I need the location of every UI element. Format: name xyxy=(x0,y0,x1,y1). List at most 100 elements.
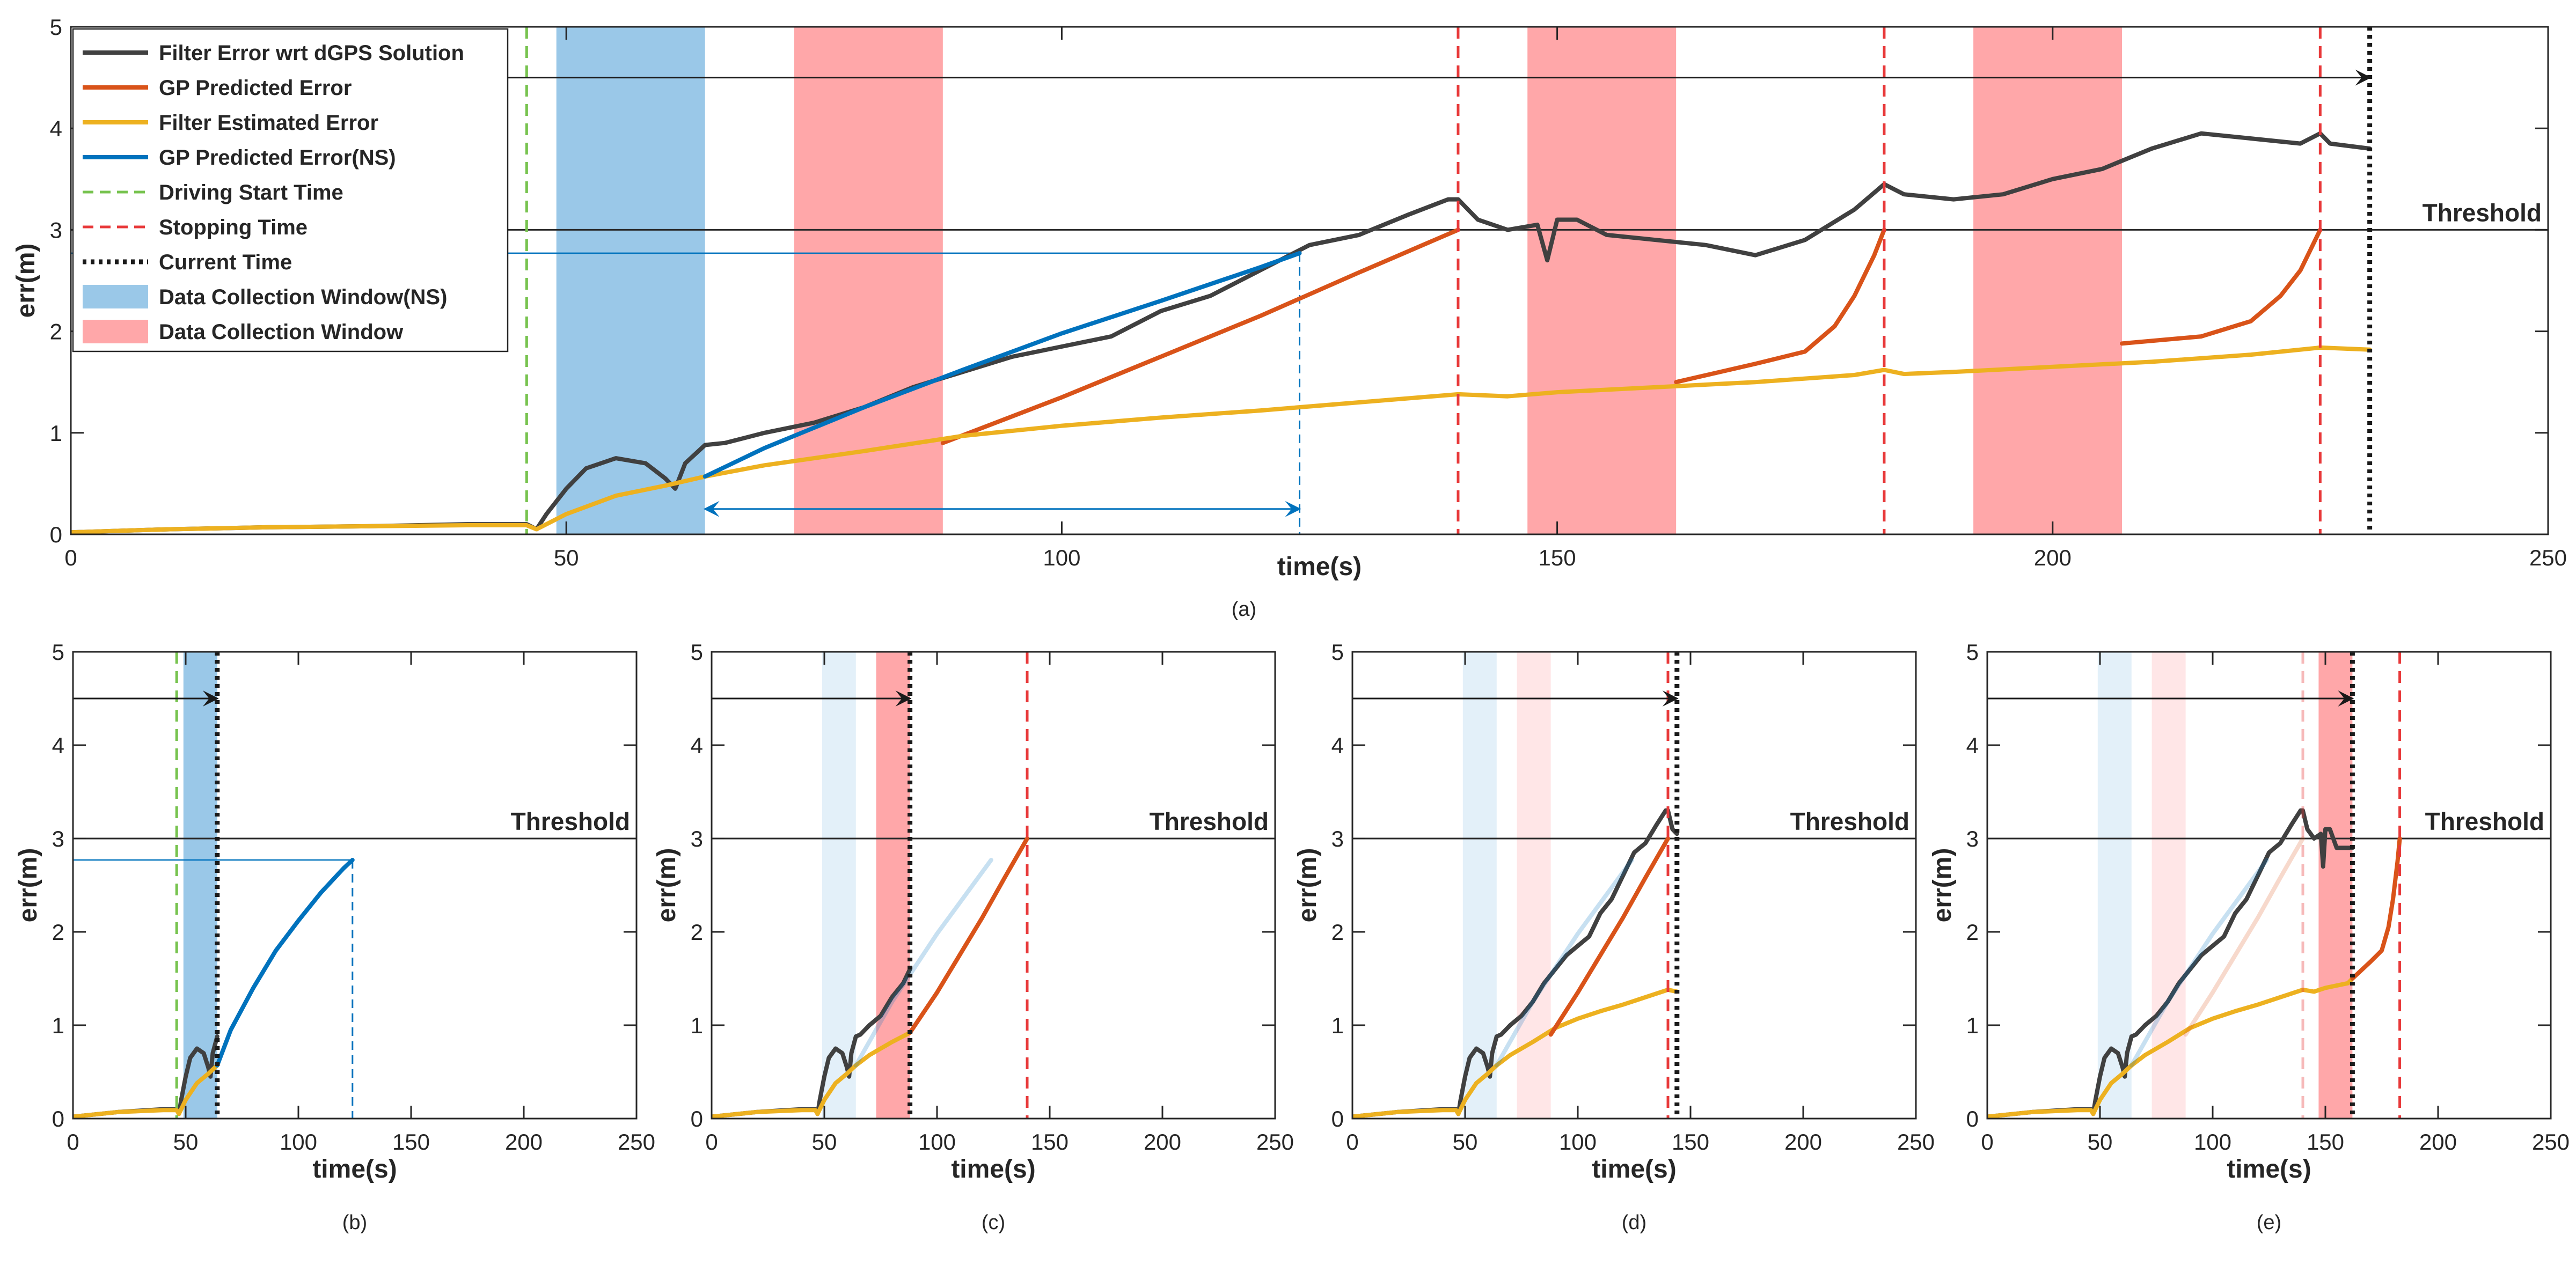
legend-swatch xyxy=(83,285,148,308)
x-axis-label: time(s) xyxy=(951,1155,1035,1183)
legend-swatch xyxy=(83,320,148,343)
series-line-gp-predicted-error xyxy=(2120,227,2323,346)
plot-area xyxy=(712,652,1275,1119)
plot-area xyxy=(1352,652,1916,1119)
x-tick-label: 50 xyxy=(554,545,579,570)
y-tick-label: 3 xyxy=(691,826,703,851)
series-line-gp-predicted-error-ns xyxy=(853,858,993,1068)
x-tick-label: 0 xyxy=(1346,1129,1358,1155)
panel-label: (c) xyxy=(982,1211,1005,1234)
x-tick-label: 0 xyxy=(1981,1129,1993,1155)
legend-entry-label: Data Collection Window xyxy=(159,320,404,344)
collection-window-ns xyxy=(556,27,705,534)
x-tick-label: 50 xyxy=(812,1129,837,1155)
y-tick-label: 2 xyxy=(1966,920,1979,945)
x-tick-label: 150 xyxy=(1672,1129,1709,1155)
x-axis-label: time(s) xyxy=(312,1155,397,1183)
x-tick-label: 150 xyxy=(1031,1129,1069,1155)
series-line-filter-error-wrt-dgps-solution xyxy=(1352,808,1679,1119)
axes-box xyxy=(72,651,638,1120)
y-tick-label: 1 xyxy=(50,421,62,446)
x-tick-label: 0 xyxy=(67,1129,79,1155)
series-line-filter-estimated-error xyxy=(1352,987,1679,1119)
collection-window-ns xyxy=(183,652,217,1119)
series-line-gp-predicted-error xyxy=(940,227,1460,445)
x-tick-label: 250 xyxy=(1897,1129,1935,1155)
y-axis-label: err(m) xyxy=(653,848,681,923)
chart-panel-d: 0 50 100 150 200 250 0 1 2 3 4 5 time(s) err(m) Thresh… xyxy=(1293,639,1935,1234)
x-axis-label: time(s) xyxy=(2227,1155,2311,1183)
chart-panel-b: 0 50 100 150 200 250 0 1 2 3 4 5 time(s) err(m) Thresh… xyxy=(14,639,655,1234)
x-tick-label: 0 xyxy=(705,1129,718,1155)
axes-box xyxy=(711,651,1276,1120)
y-axis-label: err(m) xyxy=(14,848,42,923)
y-tick-label: 0 xyxy=(1331,1106,1344,1131)
y-tick-label: 5 xyxy=(1331,639,1344,665)
x-tick-label: 150 xyxy=(392,1129,430,1155)
x-axis-label: time(s) xyxy=(1592,1155,1676,1183)
threshold-label: Threshold xyxy=(1150,807,1269,835)
y-tick-label: 4 xyxy=(691,733,703,758)
x-tick-label: 100 xyxy=(1559,1129,1597,1155)
y-axis-label: err(m) xyxy=(1293,848,1322,923)
collection-window-ns xyxy=(2097,652,2132,1119)
y-axis-label: err(m) xyxy=(1928,848,1957,923)
x-tick-label: 0 xyxy=(64,545,77,570)
threshold-label: Threshold xyxy=(1790,807,1909,835)
chart-panel-e: 0 50 100 150 200 250 0 1 2 3 4 5 time(s) err(m) Thresh… xyxy=(1928,639,2570,1234)
y-tick-label: 0 xyxy=(52,1106,64,1131)
y-tick-label: 5 xyxy=(691,639,703,665)
y-tick-label: 1 xyxy=(52,1013,64,1038)
series-line-filter-error-wrt-dgps-solution xyxy=(71,131,2372,534)
threshold-label: Threshold xyxy=(511,807,630,835)
y-tick-label: 0 xyxy=(1966,1106,1979,1131)
y-tick-label: 3 xyxy=(1966,826,1979,851)
y-tick-label: 2 xyxy=(50,319,62,344)
chart-panel-c: 0 50 100 150 200 250 0 1 2 3 4 5 time(s) err(m) Thresh… xyxy=(653,639,1294,1234)
x-tick-label: 200 xyxy=(2034,545,2072,570)
threshold-label: Threshold xyxy=(2423,198,2542,226)
series-line-gp-predicted-error xyxy=(2183,836,2305,1037)
legend: Filter Error wrt dGPS Solution GP Predict… xyxy=(72,28,509,352)
legend-entry-label: Driving Start Time xyxy=(159,181,343,204)
y-tick-label: 2 xyxy=(1331,920,1344,945)
x-tick-label: 100 xyxy=(1043,545,1080,570)
x-tick-label: 250 xyxy=(2529,545,2567,570)
y-tick-label: 2 xyxy=(691,920,703,945)
plot-area xyxy=(71,27,2548,534)
y-tick-label: 4 xyxy=(1966,733,1979,758)
legend-entry-label: Filter Error wrt dGPS Solution xyxy=(159,41,464,65)
x-tick-label: 100 xyxy=(2194,1129,2231,1155)
x-tick-label: 200 xyxy=(1784,1129,1822,1155)
series-line-filter-estimated-error xyxy=(73,1063,219,1119)
axes-box xyxy=(1351,651,1917,1120)
y-tick-label: 3 xyxy=(50,217,62,242)
legend-entry-label: Stopping Time xyxy=(159,216,308,239)
x-tick-label: 250 xyxy=(618,1129,655,1155)
series-line-gp-predicted-error-ns xyxy=(2129,858,2269,1068)
collection-window-dc xyxy=(1973,27,2123,534)
panel-label: (a) xyxy=(1232,598,1256,621)
y-tick-label: 5 xyxy=(50,14,62,40)
collection-window-ns xyxy=(1462,652,1497,1119)
x-tick-label: 50 xyxy=(1453,1129,1478,1155)
x-tick-label: 250 xyxy=(1256,1129,1294,1155)
axes-box xyxy=(70,26,2549,535)
y-tick-label: 4 xyxy=(50,116,62,141)
plot-area xyxy=(73,652,636,1119)
x-tick-label: 50 xyxy=(2088,1129,2113,1155)
collection-window-ns xyxy=(822,652,856,1119)
x-tick-label: 50 xyxy=(173,1129,199,1155)
threshold-label: Threshold xyxy=(2425,807,2544,835)
legend-entry-label: GP Predicted Error xyxy=(159,76,352,100)
panel-label: (b) xyxy=(342,1211,367,1234)
series-line-gp-predicted-error-ns xyxy=(702,251,1302,479)
y-tick-label: 2 xyxy=(52,920,64,945)
series-line-gp-predicted-error xyxy=(2350,836,2402,981)
x-axis-label: time(s) xyxy=(1277,553,1362,581)
y-tick-label: 5 xyxy=(52,639,64,665)
y-tick-label: 0 xyxy=(691,1106,703,1131)
series-line-filter-estimated-error xyxy=(712,1030,912,1119)
series-line-filter-error-wrt-dgps-solution xyxy=(1987,808,2355,1119)
